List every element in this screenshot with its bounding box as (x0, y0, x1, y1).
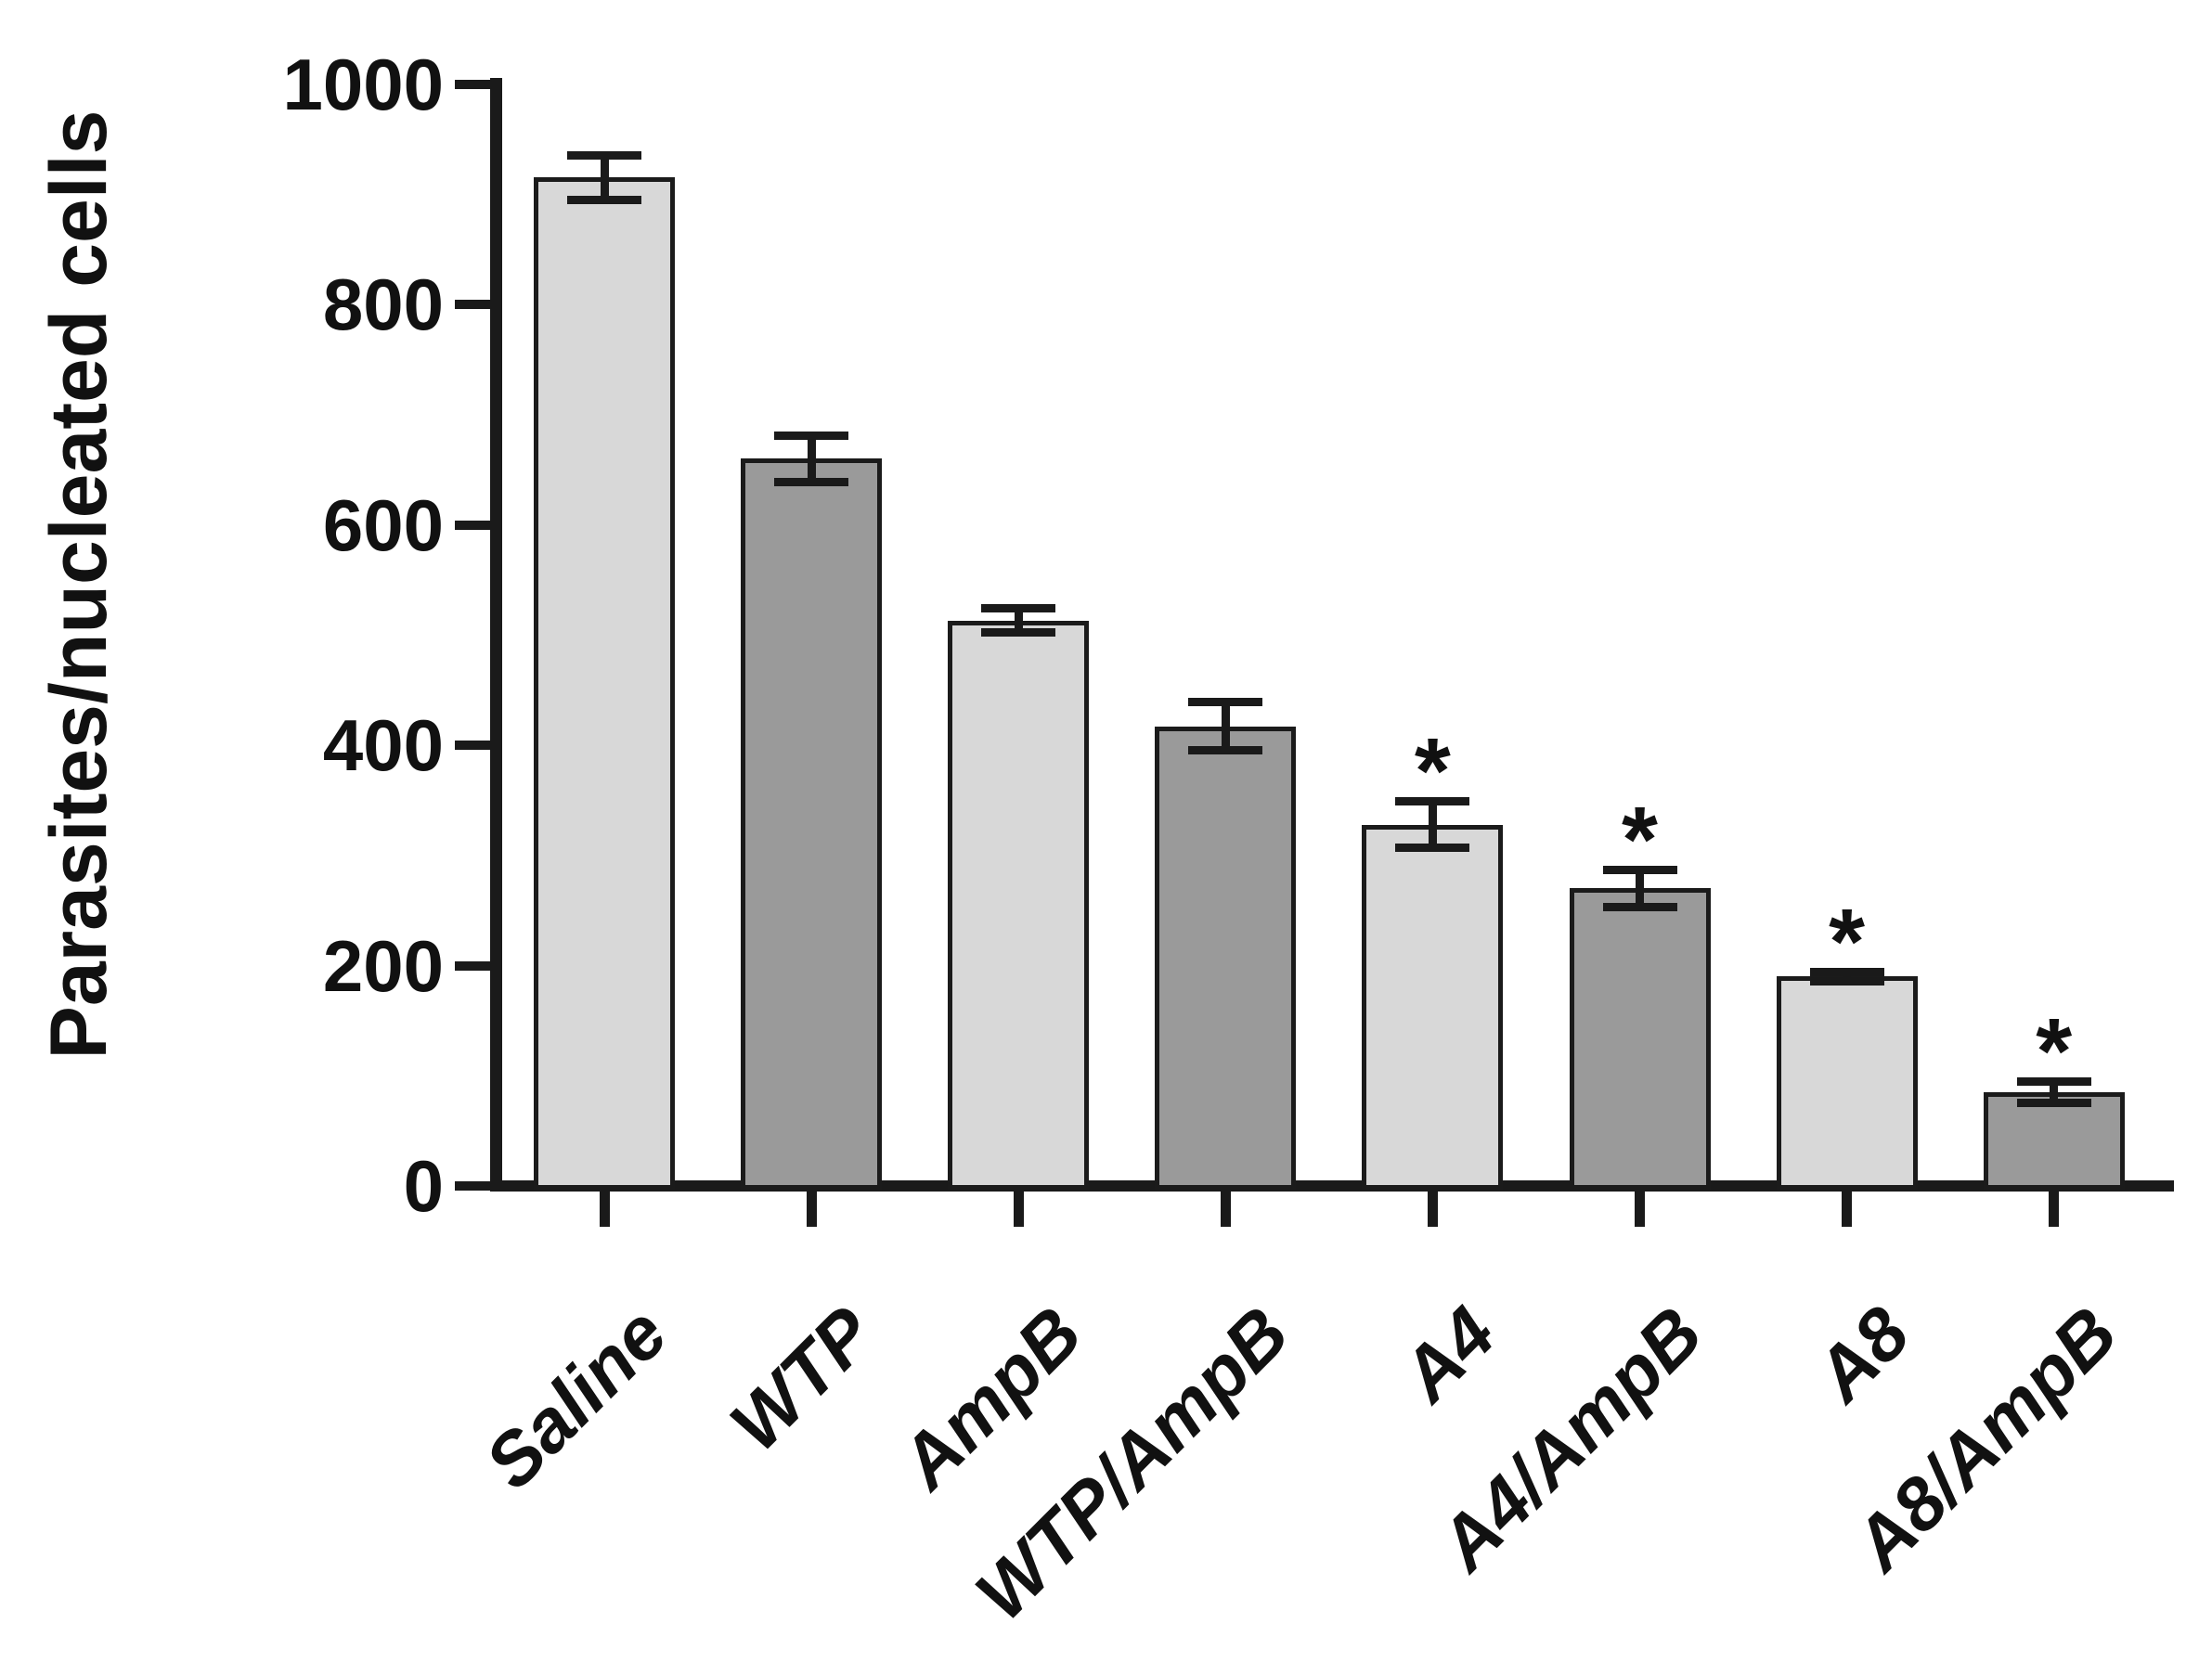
error-bar-stem (1843, 972, 1852, 982)
y-tick (455, 79, 490, 89)
significance-asterisk: * (1829, 890, 1866, 995)
bar-wtp (741, 458, 883, 1190)
error-bar-stem (2050, 1081, 2059, 1103)
bar-saline (534, 177, 675, 1190)
error-bar-stem (807, 435, 816, 483)
error-bar-stem (1636, 870, 1644, 908)
error-bar-cap-lower (2016, 1099, 2091, 1108)
x-tick (1842, 1192, 1853, 1227)
x-tick-label-text: AmpB (884, 1291, 1097, 1504)
significance-asterisk: * (2036, 998, 2073, 1103)
error-bar-cap-upper (981, 604, 1056, 613)
bar-a4 (1362, 824, 1504, 1190)
y-tick (455, 1181, 490, 1191)
y-tick-label: 1000 (282, 43, 444, 125)
x-tick (1013, 1192, 1024, 1227)
error-bar-stem (1014, 608, 1023, 633)
bar-a8-ampb (1983, 1092, 2125, 1190)
x-tick (2049, 1192, 2060, 1227)
error-bar-cap-lower (1602, 903, 1677, 912)
x-tick (806, 1192, 817, 1227)
x-tick-label-text: A4 (1385, 1291, 1511, 1417)
x-tick (599, 1192, 610, 1227)
bar-a8 (1776, 976, 1918, 1190)
error-bar-cap-upper (2016, 1076, 2091, 1086)
error-bar-stem (1428, 801, 1437, 848)
y-tick-label: 200 (322, 924, 444, 1007)
bar-wtp-ampb (1155, 726, 1297, 1190)
y-tick (455, 741, 490, 750)
x-tick-label-text: WTP (714, 1291, 890, 1467)
x-axis-line (490, 1180, 2174, 1192)
error-bar-cap-lower (1809, 976, 1884, 986)
error-bar-cap-upper (567, 151, 641, 161)
error-bar-cap-lower (567, 195, 641, 204)
error-bar-cap-lower (1188, 746, 1263, 755)
error-bar-cap-upper (1809, 968, 1884, 977)
y-tick-label: 800 (322, 264, 444, 345)
y-tick-label: 0 (403, 1145, 444, 1227)
x-tick-label-text: Saline (469, 1291, 683, 1505)
x-tick (1220, 1192, 1231, 1227)
x-tick-label-text: A8 (1799, 1291, 1925, 1417)
y-tick (455, 520, 490, 530)
error-bar-cap-lower (1395, 843, 1470, 852)
y-tick-label: 400 (322, 704, 444, 786)
error-bar-cap-upper (1395, 797, 1470, 806)
x-tick (1427, 1192, 1438, 1227)
error-bar-cap-lower (981, 628, 1056, 638)
y-axis-line (490, 78, 502, 1192)
y-tick (455, 300, 490, 309)
y-tick-label: 600 (322, 483, 444, 566)
error-bar-cap-upper (774, 431, 849, 440)
error-bar-cap-upper (1188, 698, 1263, 707)
significance-asterisk: * (1622, 787, 1658, 892)
error-bar-cap-upper (1602, 865, 1677, 874)
error-bar-stem (1221, 702, 1230, 751)
bar-ampb (948, 620, 1090, 1190)
error-bar-cap-lower (774, 477, 849, 486)
x-tick (1635, 1192, 1645, 1227)
bar-a4-ampb (1569, 888, 1711, 1190)
significance-asterisk: * (1414, 719, 1451, 824)
error-bar-stem (600, 155, 609, 200)
y-tick (455, 960, 490, 971)
